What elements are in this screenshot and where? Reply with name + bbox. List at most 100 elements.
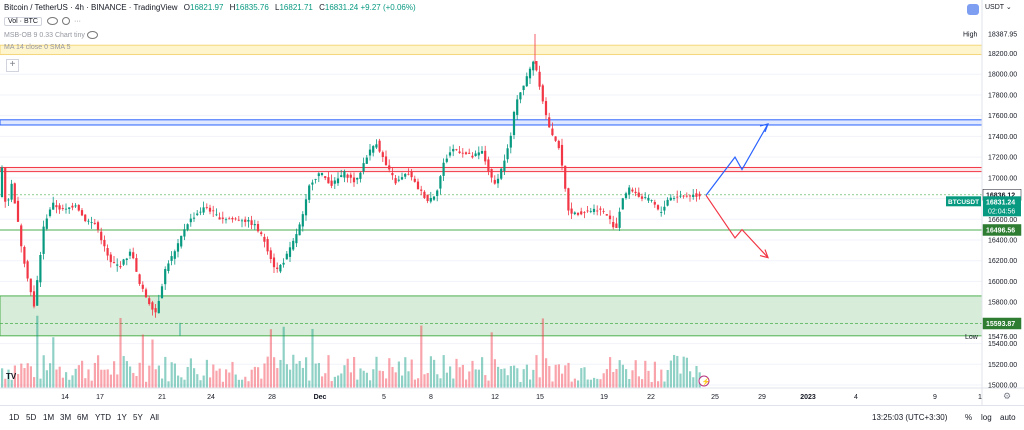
candle-body — [327, 177, 330, 184]
volume-bar — [221, 381, 224, 388]
more-icon[interactable]: ··· — [73, 18, 81, 25]
volume-bar — [109, 374, 112, 388]
timeframe-1m[interactable]: 1M — [43, 413, 55, 422]
log-toggle[interactable]: log — [981, 413, 992, 422]
candle-body — [624, 193, 628, 199]
gear-icon[interactable]: ⚙ — [1003, 391, 1012, 401]
candle-body — [64, 208, 68, 210]
candle-body — [573, 212, 576, 215]
timeframe-3m[interactable]: 3M — [60, 413, 72, 422]
volume-bar — [157, 365, 160, 388]
candle-body — [359, 172, 362, 179]
plus-icon[interactable]: + — [6, 59, 19, 72]
candle-body — [122, 259, 125, 265]
volume-bar — [369, 380, 372, 388]
volume-bar — [154, 369, 157, 388]
volume-bar — [455, 358, 458, 388]
candle-body — [340, 175, 343, 177]
volume-bar — [583, 367, 586, 388]
settings-icon[interactable] — [61, 17, 70, 26]
candle-body — [407, 173, 410, 175]
volume-bar — [385, 378, 388, 388]
timeframe-1y[interactable]: 1Y — [117, 413, 127, 422]
volume-bar — [461, 364, 464, 388]
volume-bar — [1, 368, 4, 388]
candle-body — [103, 239, 106, 247]
volume-bar — [679, 373, 682, 388]
volume-bar — [279, 359, 282, 388]
candle-body — [160, 286, 164, 299]
timeframe-6m[interactable]: 6M — [77, 413, 89, 422]
volume-bar — [45, 370, 48, 388]
candle-body — [570, 208, 573, 214]
indicator-volume[interactable]: Vol · BTC ··· — [4, 17, 83, 26]
candle-body — [292, 240, 295, 250]
time-tick-label: 25 — [711, 394, 719, 401]
percent-toggle[interactable]: % — [965, 413, 973, 422]
volume-bar — [695, 365, 698, 388]
candle-body — [586, 210, 589, 212]
lightning-icon[interactable] — [698, 375, 710, 387]
candle-body — [100, 231, 103, 241]
candle-body — [618, 211, 621, 228]
candle-body — [487, 159, 490, 172]
volume-bar — [42, 355, 45, 388]
time-tick-label: 4 — [854, 394, 858, 401]
volume-bar — [295, 363, 298, 388]
change-value: +9.27 (+0.06%) — [360, 3, 416, 12]
candle-body — [416, 181, 420, 190]
candle-body — [461, 152, 464, 154]
volume-bar — [340, 373, 343, 388]
volume-bar — [308, 380, 311, 388]
volume-bar — [253, 366, 256, 388]
candle-body — [404, 173, 407, 177]
price-tag-value: 15593.87 — [986, 321, 1015, 328]
indicator-msb-ob[interactable]: MSB-OB 9 0.33 Chart tiny — [4, 31, 100, 39]
timeframe-5y[interactable]: 5Y — [133, 413, 143, 422]
candle-body — [669, 197, 672, 201]
auto-toggle[interactable]: auto — [1000, 413, 1016, 422]
timeframe-all[interactable]: All — [150, 413, 159, 422]
candle-body — [317, 173, 320, 177]
volume-bar — [205, 359, 208, 388]
candle-body — [656, 205, 660, 210]
candle-body — [32, 291, 36, 307]
volume-bar — [506, 375, 509, 388]
volume-bar — [599, 379, 602, 388]
bar-countdown: 02:04:56 — [988, 208, 1015, 215]
timeframe-5d[interactable]: 5D — [26, 413, 37, 422]
candle-body — [10, 183, 13, 200]
candle-body — [372, 146, 375, 153]
volume-bar — [525, 364, 528, 388]
volume-bar — [129, 366, 132, 388]
clock-display[interactable]: 13:25:03 (UTC+3:30) — [872, 413, 948, 422]
volume-bar — [516, 368, 519, 388]
indicator-ma[interactable]: MA 14 close 0 SMA 5 — [4, 44, 71, 51]
timeframe-1d[interactable]: 1D — [9, 413, 20, 422]
symbol-title[interactable]: Bitcoin / TetherUS · 4h · BINANCE · Trad… — [4, 3, 178, 12]
volume-bar — [362, 370, 365, 388]
eye-icon[interactable] — [46, 17, 58, 26]
volume-bar — [429, 356, 432, 388]
chart-header: Bitcoin / TetherUS · 4h · BINANCE · Trad… — [4, 3, 416, 12]
volume-bar — [570, 381, 573, 388]
volume-bar — [151, 339, 154, 388]
volume-bar — [631, 370, 634, 388]
volume-bar — [356, 379, 359, 388]
candle-body — [157, 300, 160, 314]
candle-body — [426, 194, 429, 202]
candle-body — [637, 192, 640, 197]
candle-body — [224, 219, 228, 221]
toggle-icon[interactable] — [967, 4, 979, 15]
indicator-label[interactable]: MA 14 close 0 SMA 5 — [4, 44, 71, 51]
hidden-eye-icon[interactable] — [86, 31, 98, 39]
candle-body — [272, 257, 276, 268]
candle-body — [644, 197, 647, 198]
timeframe-ytd[interactable]: YTD — [95, 413, 111, 422]
currency-selector[interactable]: USDT ⌄ — [985, 4, 1012, 11]
candle-body — [583, 212, 586, 214]
indicator-label[interactable]: MSB-OB 9 0.33 Chart tiny — [4, 31, 85, 39]
close-label: C — [319, 3, 325, 12]
indicator-label[interactable]: Vol · BTC — [4, 17, 42, 26]
